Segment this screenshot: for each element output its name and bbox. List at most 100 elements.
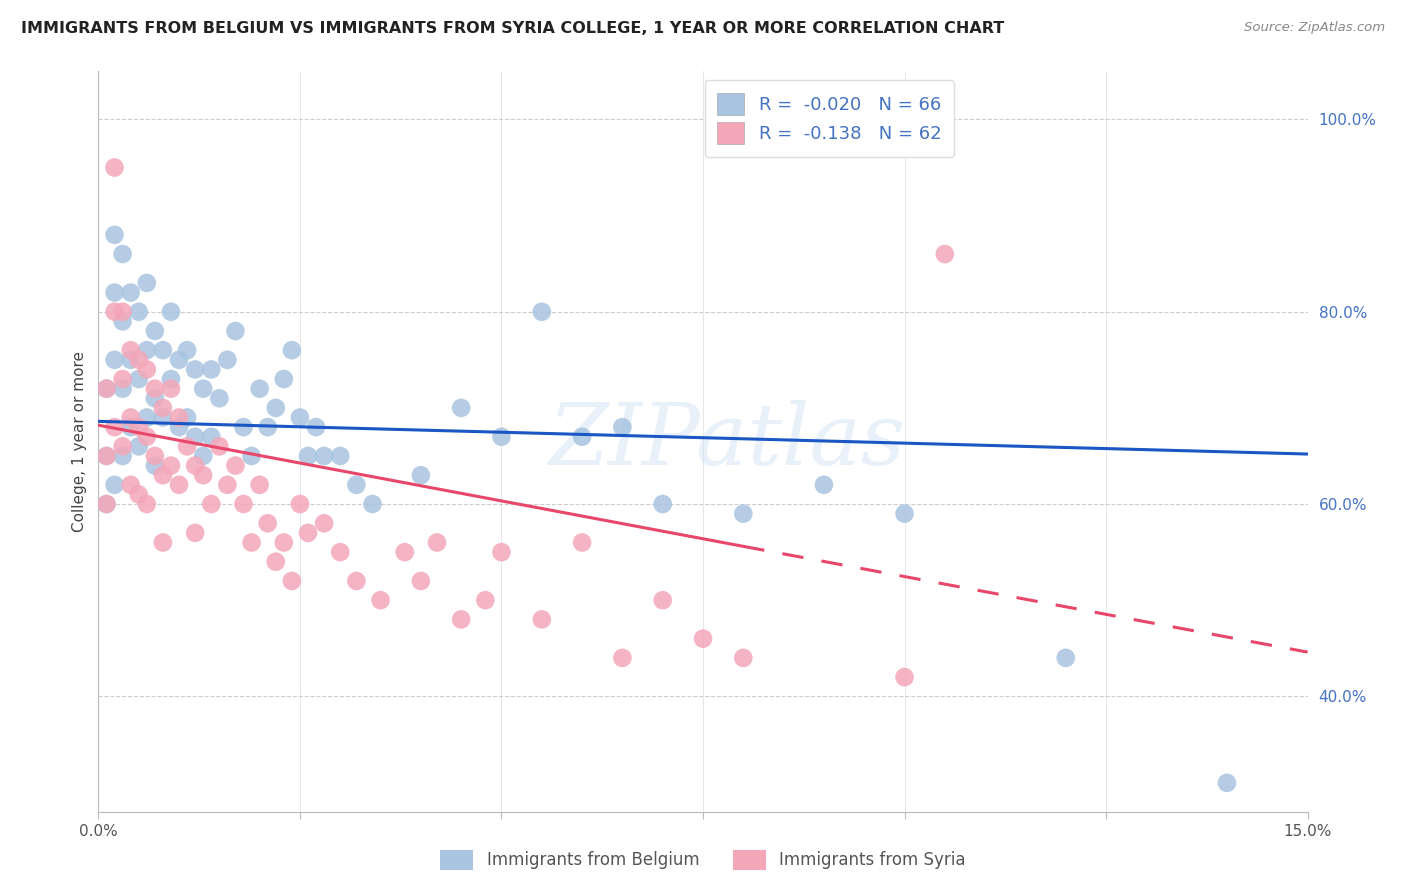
Point bbox=[128, 420, 150, 434]
Point bbox=[128, 439, 150, 453]
Point bbox=[934, 247, 956, 261]
Point bbox=[135, 362, 157, 376]
Point bbox=[96, 497, 118, 511]
Point bbox=[184, 430, 207, 444]
Point bbox=[249, 382, 271, 396]
Point bbox=[200, 362, 222, 376]
Point bbox=[111, 382, 134, 396]
Point bbox=[893, 507, 915, 521]
Point bbox=[224, 324, 246, 338]
Point bbox=[450, 612, 472, 626]
Point bbox=[329, 449, 352, 463]
Point bbox=[893, 670, 915, 684]
Point bbox=[128, 372, 150, 386]
Point bbox=[184, 525, 207, 540]
Point bbox=[111, 372, 134, 386]
Point bbox=[103, 478, 125, 492]
Point bbox=[297, 449, 319, 463]
Text: ZIPatlas: ZIPatlas bbox=[548, 401, 905, 483]
Point bbox=[450, 401, 472, 415]
Point bbox=[111, 304, 134, 318]
Point bbox=[193, 382, 215, 396]
Point bbox=[314, 516, 336, 531]
Point bbox=[160, 382, 183, 396]
Point bbox=[1054, 651, 1077, 665]
Point bbox=[264, 401, 287, 415]
Point bbox=[232, 420, 254, 434]
Point bbox=[651, 497, 673, 511]
Point bbox=[297, 525, 319, 540]
Point bbox=[344, 574, 367, 588]
Point bbox=[128, 304, 150, 318]
Point bbox=[217, 478, 239, 492]
Point bbox=[167, 410, 190, 425]
Text: IMMIGRANTS FROM BELGIUM VS IMMIGRANTS FROM SYRIA COLLEGE, 1 YEAR OR MORE CORRELA: IMMIGRANTS FROM BELGIUM VS IMMIGRANTS FR… bbox=[21, 21, 1004, 36]
Point bbox=[120, 343, 142, 358]
Point bbox=[152, 468, 174, 483]
Point bbox=[273, 535, 295, 549]
Point bbox=[143, 449, 166, 463]
Point bbox=[281, 343, 304, 358]
Point bbox=[152, 535, 174, 549]
Point bbox=[128, 487, 150, 501]
Point bbox=[111, 247, 134, 261]
Point bbox=[160, 304, 183, 318]
Point bbox=[344, 478, 367, 492]
Point bbox=[135, 410, 157, 425]
Point bbox=[96, 449, 118, 463]
Point bbox=[491, 430, 513, 444]
Point bbox=[135, 343, 157, 358]
Point bbox=[329, 545, 352, 559]
Point bbox=[240, 449, 263, 463]
Point bbox=[530, 612, 553, 626]
Point bbox=[152, 343, 174, 358]
Point bbox=[370, 593, 392, 607]
Point bbox=[152, 410, 174, 425]
Point bbox=[409, 574, 432, 588]
Point bbox=[135, 497, 157, 511]
Point bbox=[103, 285, 125, 300]
Point bbox=[176, 410, 198, 425]
Point bbox=[96, 382, 118, 396]
Point bbox=[571, 430, 593, 444]
Point bbox=[813, 478, 835, 492]
Point bbox=[167, 478, 190, 492]
Point bbox=[135, 430, 157, 444]
Point bbox=[394, 545, 416, 559]
Point bbox=[184, 458, 207, 473]
Point bbox=[128, 352, 150, 367]
Point bbox=[288, 410, 311, 425]
Point bbox=[96, 497, 118, 511]
Point bbox=[143, 458, 166, 473]
Point bbox=[232, 497, 254, 511]
Point bbox=[160, 372, 183, 386]
Point bbox=[264, 555, 287, 569]
Point bbox=[217, 352, 239, 367]
Point bbox=[651, 593, 673, 607]
Point bbox=[474, 593, 496, 607]
Point bbox=[193, 468, 215, 483]
Point bbox=[530, 304, 553, 318]
Text: Source: ZipAtlas.com: Source: ZipAtlas.com bbox=[1244, 21, 1385, 34]
Point bbox=[120, 285, 142, 300]
Point bbox=[120, 352, 142, 367]
Point bbox=[103, 304, 125, 318]
Point bbox=[281, 574, 304, 588]
Point bbox=[571, 535, 593, 549]
Point bbox=[491, 545, 513, 559]
Point bbox=[200, 497, 222, 511]
Point bbox=[224, 458, 246, 473]
Point bbox=[143, 324, 166, 338]
Point bbox=[256, 420, 278, 434]
Point bbox=[103, 227, 125, 242]
Point bbox=[96, 382, 118, 396]
Point bbox=[167, 352, 190, 367]
Point bbox=[692, 632, 714, 646]
Point bbox=[103, 352, 125, 367]
Point bbox=[160, 458, 183, 473]
Point bbox=[135, 276, 157, 290]
Point bbox=[184, 362, 207, 376]
Point bbox=[152, 401, 174, 415]
Point bbox=[361, 497, 384, 511]
Point bbox=[143, 391, 166, 405]
